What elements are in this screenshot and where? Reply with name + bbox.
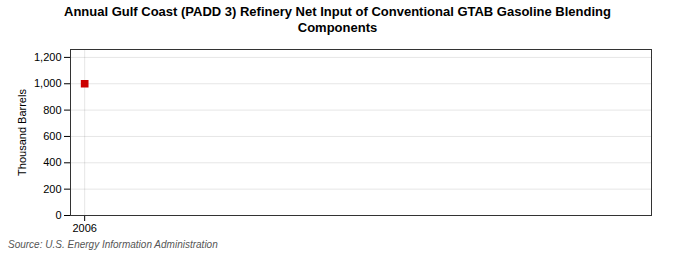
svg-text:400: 400	[43, 156, 61, 168]
svg-text:600: 600	[43, 129, 61, 141]
html-text:Annual Gulf Coast (PADD 3) Ref: Annual Gulf Coast (PADD 3) Refinery Net …	[64, 4, 611, 36]
svg-text:1,200: 1,200	[34, 50, 62, 62]
svg-text:0: 0	[55, 209, 61, 221]
svg-text:2006: 2006	[72, 222, 96, 234]
svg-text:200: 200	[43, 182, 61, 194]
html-text:Source: U.S. Energy Informatio: Source: U.S. Energy Information Administ…	[8, 238, 218, 250]
svg-text:800: 800	[43, 103, 61, 115]
svg-text:1,000: 1,000	[34, 77, 62, 89]
svg-text:Thousand Barrels: Thousand Barrels	[16, 88, 28, 175]
